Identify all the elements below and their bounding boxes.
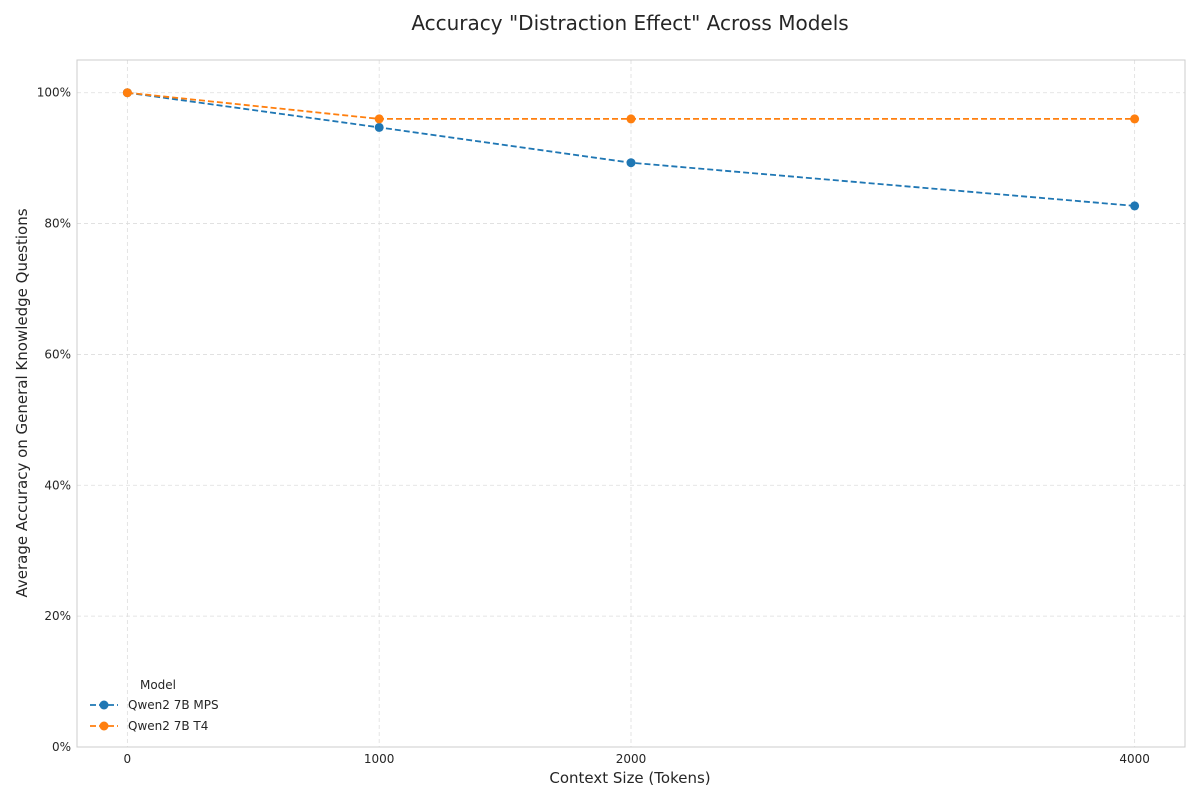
plot-area-frame — [76, 59, 1186, 748]
data-point — [626, 114, 636, 124]
chart-title: Accuracy "Distraction Effect" Across Mod… — [411, 11, 848, 35]
y-tick-label: 0% — [52, 740, 71, 754]
y-tick-label: 100% — [37, 86, 71, 100]
series-line — [127, 91, 1135, 120]
x-tick-label: 4000 — [1119, 752, 1150, 766]
data-point — [374, 122, 384, 132]
y-tick-label: 40% — [44, 478, 71, 492]
legend-item: Qwen2 7B T4 — [90, 719, 208, 733]
x-tick-label: 2000 — [616, 752, 647, 766]
y-axis-label: Average Accuracy on General Knowledge Qu… — [13, 208, 31, 597]
legend-marker — [99, 700, 109, 710]
series-line — [127, 91, 1135, 207]
y-tick-label: 60% — [44, 347, 71, 361]
y-axis-ticks: 0% 20% 40% 60% 80% 100% — [37, 86, 71, 754]
data-point — [1130, 201, 1140, 211]
legend-items: Qwen2 7B MPS Qwen2 7B T4 — [90, 698, 219, 733]
y-tick-label: 20% — [44, 609, 71, 623]
data-point — [1130, 114, 1140, 124]
legend-title: Model — [140, 678, 176, 692]
legend-label: Qwen2 7B T4 — [128, 719, 208, 733]
data-series — [122, 88, 1140, 211]
x-axis-label: Context Size (Tokens) — [549, 769, 710, 787]
data-point — [626, 158, 636, 168]
data-point — [122, 88, 132, 98]
legend-marker — [99, 721, 109, 731]
legend-item: Qwen2 7B MPS — [90, 698, 219, 712]
legend: Model Qwen2 7B MPS Qwen2 7B T4 — [90, 678, 219, 733]
data-point — [374, 114, 384, 124]
series-2 — [122, 88, 1140, 124]
x-tick-label: 0 — [124, 752, 132, 766]
x-tick-label: 1000 — [364, 752, 395, 766]
y-tick-label: 80% — [44, 217, 71, 231]
x-axis-ticks: 0 1000 2000 4000 — [124, 752, 1150, 766]
legend-label: Qwen2 7B MPS — [128, 698, 219, 712]
